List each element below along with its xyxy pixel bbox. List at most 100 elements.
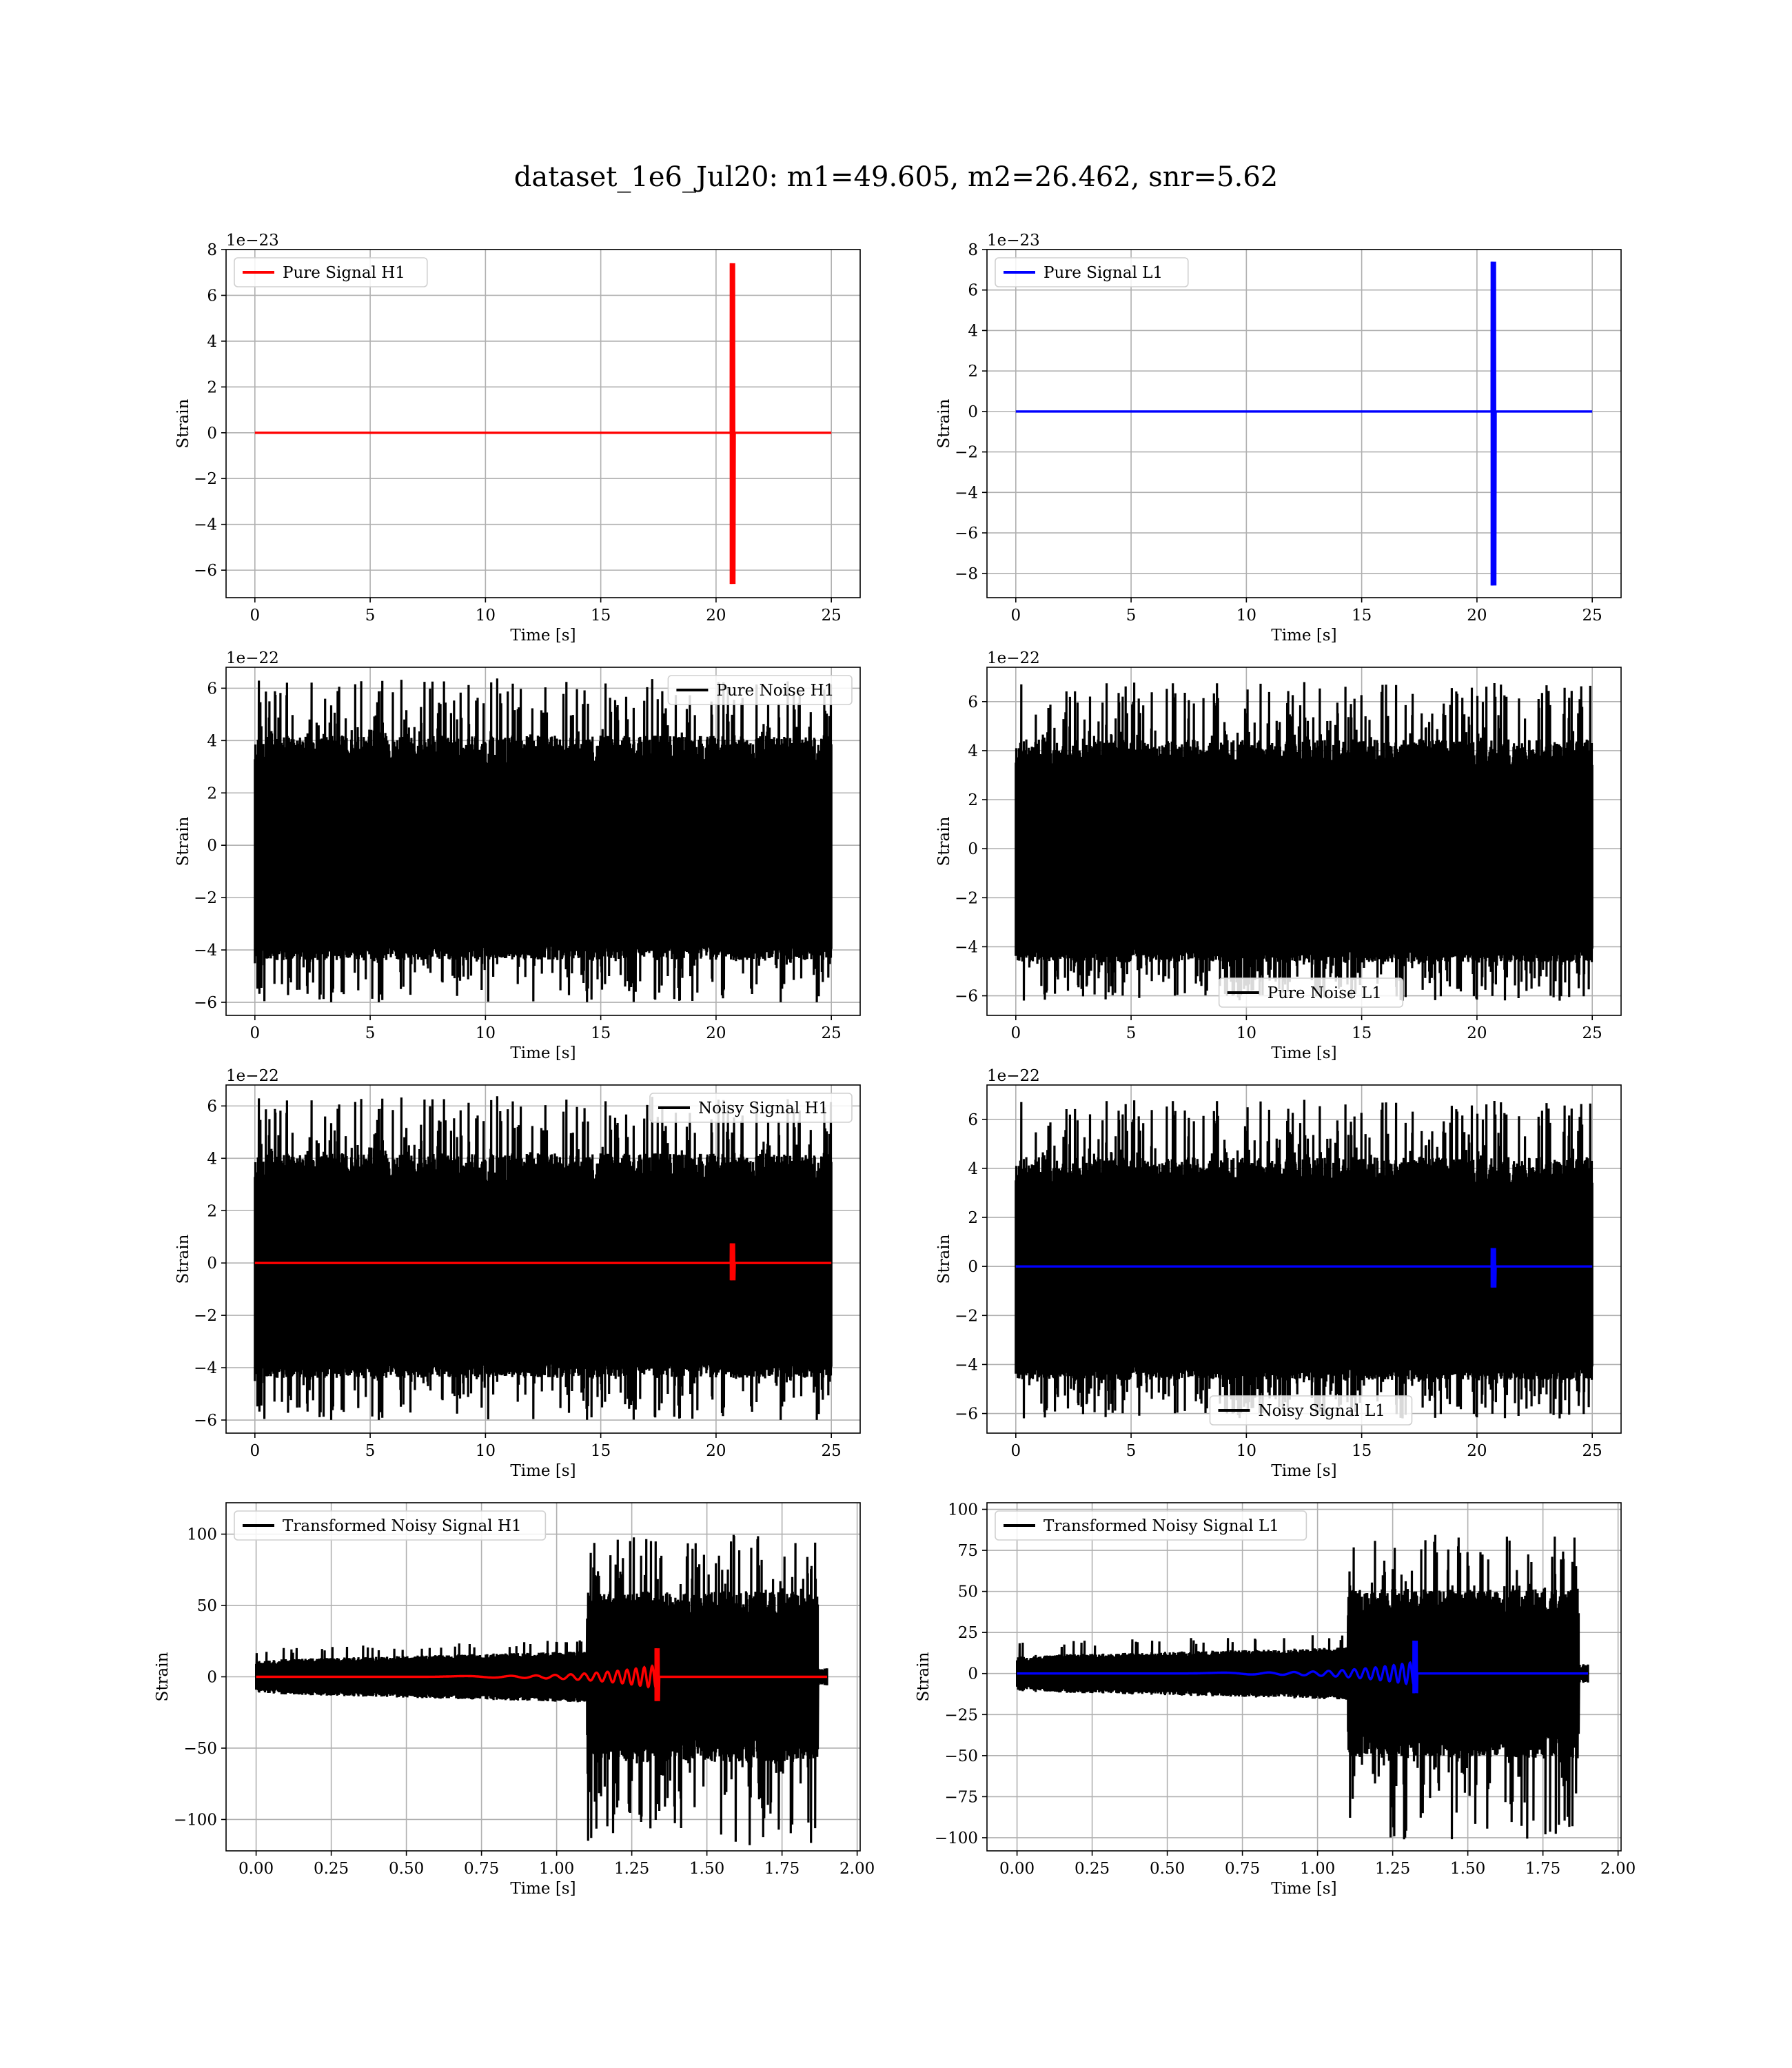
legend-label: Transformed Noisy Signal L1 <box>1043 1517 1279 1535</box>
axis-scale-label: 1e−23 <box>226 232 279 250</box>
y-tick-label: 2 <box>968 1209 978 1227</box>
chart-panel: 0 5 10 15 20 25 −6 −4 −2 0 2 4 6 Time [s] Strain 1e−22 N… <box>174 1067 861 1480</box>
chirp-trace <box>254 263 832 585</box>
noise-core-band <box>1015 1188 1593 1365</box>
legend-label: Noisy Signal L1 <box>1259 1402 1385 1420</box>
x-tick-label: 25 <box>1582 607 1602 625</box>
y-tick-label: 6 <box>207 287 217 305</box>
x-tick-label: 0.50 <box>389 1860 424 1878</box>
y-axis-label: Strain <box>935 816 953 866</box>
x-tick-label: 5 <box>1126 1024 1137 1042</box>
y-tick-label: −6 <box>194 1412 217 1430</box>
y-tick-label: 6 <box>968 282 978 300</box>
y-axis-label: Strain <box>174 1234 192 1284</box>
y-tick-label: 0 <box>207 1255 217 1273</box>
x-tick-label: 1.00 <box>1300 1860 1335 1878</box>
y-tick-label: −6 <box>955 1406 978 1423</box>
x-tick-label: 15 <box>1352 1442 1372 1460</box>
x-tick-label: 0.00 <box>999 1860 1035 1878</box>
x-tick-label: 5 <box>1126 1442 1137 1460</box>
x-axis-label: Time [s] <box>1271 1880 1336 1898</box>
y-tick-label: −75 <box>944 1788 978 1806</box>
x-tick-label: 5 <box>365 1442 376 1460</box>
legend-label: Pure Signal L1 <box>1043 264 1163 282</box>
legend: Transformed Noisy Signal L1 <box>995 1510 1307 1541</box>
series-group <box>254 1096 833 1420</box>
x-axis-label: Time [s] <box>510 1462 576 1480</box>
y-tick-label: −25 <box>944 1706 978 1724</box>
x-tick-label: 15 <box>1352 607 1372 625</box>
y-tick-label: −100 <box>174 1811 217 1829</box>
legend-box <box>234 1510 547 1541</box>
noise-core-band <box>254 767 832 942</box>
x-tick-label: 15 <box>591 1024 611 1042</box>
series-group <box>254 263 832 585</box>
x-tick-label: 5 <box>365 607 376 625</box>
y-tick-label: 0 <box>968 840 978 858</box>
y-tick-label: 8 <box>968 241 978 259</box>
y-tick-label: −2 <box>955 889 978 907</box>
x-tick-label: 0.75 <box>1225 1860 1260 1878</box>
y-tick-label: 4 <box>968 322 978 340</box>
x-tick-label: 25 <box>1582 1024 1602 1042</box>
x-tick-label: 10 <box>1236 607 1256 625</box>
chirp-trace <box>1015 261 1593 586</box>
chart-panel: 0 5 10 15 20 25 −6 −4 −2 0 2 4 6 8 Time [s] Strain 1e−23… <box>174 232 861 645</box>
y-axis-label: Strain <box>174 398 192 448</box>
x-tick-label: 0.25 <box>314 1860 349 1878</box>
x-axis-label: Time [s] <box>510 627 576 645</box>
x-tick-label: 20 <box>706 1024 726 1042</box>
chirp-trace <box>1015 1248 1593 1288</box>
axes-frame <box>986 249 1622 598</box>
axes-frame <box>986 667 1622 1016</box>
y-tick-label: 6 <box>968 693 978 711</box>
x-tick-label: 0.50 <box>1150 1860 1185 1878</box>
axes-frame <box>225 249 861 598</box>
y-tick-label: 0 <box>207 425 217 443</box>
y-tick-label: 0 <box>968 403 978 421</box>
y-tick-label: −2 <box>194 889 217 907</box>
legend-label: Pure Noise L1 <box>1267 984 1382 1002</box>
x-tick-label: 10 <box>476 607 496 625</box>
legend-label: Pure Noise H1 <box>716 682 834 700</box>
y-tick-label: −4 <box>955 1356 978 1374</box>
x-tick-label: 20 <box>1467 607 1487 625</box>
x-axis-label: Time [s] <box>1271 1462 1336 1480</box>
noise-core-band <box>254 1184 832 1360</box>
x-tick-label: 25 <box>822 1024 842 1042</box>
y-tick-label: 50 <box>958 1583 978 1601</box>
y-axis-label: Strain <box>154 1652 172 1701</box>
x-axis-label: Time [s] <box>1271 1044 1336 1062</box>
legend-label: Transformed Noisy Signal H1 <box>283 1517 522 1535</box>
y-tick-label: 2 <box>968 363 978 381</box>
y-tick-label: −6 <box>955 988 978 1006</box>
y-tick-label: −8 <box>955 565 978 583</box>
chirp-trace <box>256 1648 827 1701</box>
y-tick-label: 25 <box>958 1624 978 1642</box>
legend-box <box>1209 1395 1413 1426</box>
x-tick-label: 1.00 <box>539 1860 574 1878</box>
y-tick-label: 6 <box>968 1111 978 1129</box>
axis-scale-label: 1e−22 <box>226 1067 279 1085</box>
series-group <box>1016 1534 1589 1840</box>
y-tick-label: −2 <box>955 444 978 462</box>
series-group <box>1015 682 1594 1001</box>
axis-scale-label: 1e−22 <box>987 649 1040 667</box>
y-tick-label: 75 <box>958 1542 978 1560</box>
y-tick-label: 2 <box>207 1202 217 1220</box>
x-tick-label: 15 <box>591 1442 611 1460</box>
x-tick-label: 10 <box>1236 1024 1256 1042</box>
axis-scale-label: 1e−23 <box>987 232 1040 250</box>
y-tick-label: −2 <box>194 470 217 488</box>
chart-panel: 0 5 10 15 20 25 −6 −4 −2 0 2 4 6 Time [s] Strain 1e−22 P… <box>174 649 861 1062</box>
legend: Pure Noise H1 <box>667 675 853 705</box>
y-tick-label: 100 <box>187 1526 217 1544</box>
y-tick-label: −50 <box>944 1747 978 1765</box>
series-group <box>254 678 833 1002</box>
y-axis-label: Strain <box>935 398 953 448</box>
x-tick-label: 20 <box>706 1442 726 1460</box>
y-tick-label: 2 <box>207 378 217 396</box>
x-tick-label: 2.00 <box>1600 1860 1636 1878</box>
